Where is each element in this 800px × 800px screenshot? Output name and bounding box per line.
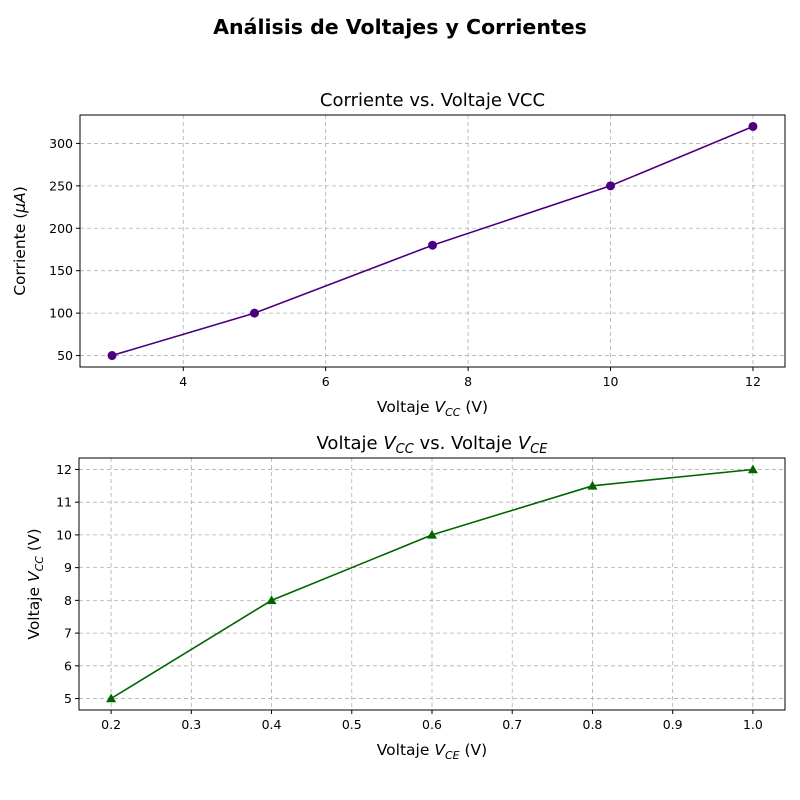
chart2-markers	[106, 464, 758, 703]
chart1-data-point	[606, 181, 616, 191]
chart1-x-tick-label: 12	[745, 374, 761, 389]
chart1-x-axis-label: Voltaje VCC (V)	[377, 398, 488, 419]
chart2-y-axis-label: Voltaje VCC (V)	[25, 528, 46, 639]
chart-vcc-vs-vce: 0.2 0.3 0.4 0.5 0.6 0.7 0.8 0.9 1.0 56789101112 …	[25, 433, 786, 762]
chart2-data-point	[266, 595, 277, 605]
chart1-y-tick-label: 100	[49, 306, 73, 321]
chart2-y-ticks: 5 6 7 8 9 10 11 12	[56, 462, 79, 706]
chart1-x-tick-label: 8	[464, 374, 472, 389]
chart1-title: Corriente vs. Voltaje VCC	[320, 90, 545, 111]
chart-current-vs-vcc: 4 6 8 10 12 50 100 150 200 250 300 Corriente vs. …	[11, 90, 786, 419]
chart2-x-ticks: 0.2 0.3 0.4 0.5 0.6 0.7 0.8 0.9 1.0	[101, 710, 763, 732]
chart1-y-ticks: 50 100 150 200 250 300	[49, 136, 80, 363]
chart2-y-tick-label: 10	[56, 527, 72, 542]
chart2-data-point	[427, 529, 437, 539]
chart1-x-tick-label: 6	[322, 374, 330, 389]
chart2-x-tick-label: 0.3	[181, 717, 201, 732]
chart1-grid	[80, 115, 785, 367]
chart1-x-tick-label: 10	[603, 374, 619, 389]
chart1-data-point	[428, 240, 437, 250]
chart1-data-point	[107, 351, 117, 361]
chart1-data-point	[748, 121, 758, 131]
chart1-y-tick-label: 200	[49, 221, 73, 236]
chart2-x-tick-label: 1.0	[743, 717, 763, 732]
chart2-data-point	[587, 480, 598, 490]
chart1-y-tick-label: 250	[49, 178, 73, 193]
chart2-x-tick-label: 0.8	[583, 717, 603, 732]
chart2-title: Voltaje VCC vs. Voltaje VCE	[317, 433, 549, 457]
chart2-y-tick-label: 8	[64, 593, 72, 608]
chart2-frame	[78, 457, 786, 711]
chart1-y-tick-label: 150	[49, 263, 73, 278]
chart2-x-tick-label: 0.4	[262, 717, 282, 732]
chart2-y-tick-label: 12	[56, 462, 72, 477]
chart2-x-tick-label: 0.7	[502, 717, 522, 732]
chart2-x-tick-label: 0.9	[663, 717, 683, 732]
chart2-x-tick-label: 0.6	[422, 717, 442, 732]
chart1-y-tick-label: 300	[49, 136, 73, 151]
chart1-x-ticks: 4 6 8 10 12	[179, 367, 761, 389]
chart2-y-tick-label: 11	[56, 495, 72, 510]
figure-title: Análisis de Voltajes y Corrientes	[213, 15, 587, 39]
chart1-markers	[107, 121, 758, 361]
chart1-frame	[79, 114, 786, 368]
chart2-y-tick-label: 7	[64, 626, 72, 641]
chart2-x-axis-label: Voltaje VCE (V)	[377, 741, 487, 762]
chart2-data-point	[747, 464, 758, 474]
chart2-y-tick-label: 9	[64, 560, 72, 575]
chart1-y-tick-label: 50	[57, 348, 73, 363]
chart2-x-tick-label: 0.5	[342, 717, 362, 732]
chart1-data-point	[249, 308, 259, 318]
chart2-y-tick-label: 5	[64, 691, 72, 706]
chart1-x-tick-label: 4	[179, 374, 187, 389]
chart2-data-point	[106, 693, 117, 703]
chart2-x-tick-label: 0.2	[101, 717, 121, 732]
chart2-y-tick-label: 6	[64, 658, 72, 673]
chart2-grid	[79, 458, 785, 710]
chart1-y-axis-label: Corriente (μA)	[11, 186, 29, 296]
